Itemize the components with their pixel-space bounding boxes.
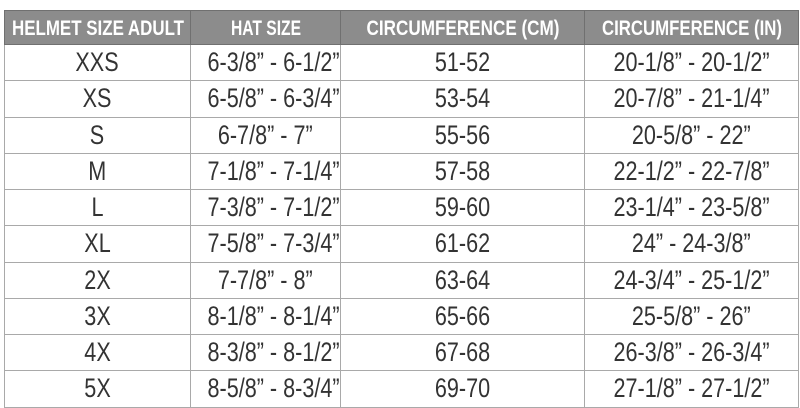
svg-text:HELMET SIZE ADULT: HELMET SIZE ADULT	[12, 16, 184, 40]
svg-text:HAT SIZE: HAT SIZE	[231, 16, 301, 40]
svg-text:CIRCUMFERENCE (CM): CIRCUMFERENCE (CM)	[367, 16, 560, 40]
svg-text:CIRCUMFERENCE (IN): CIRCUMFERENCE (IN)	[602, 16, 782, 40]
